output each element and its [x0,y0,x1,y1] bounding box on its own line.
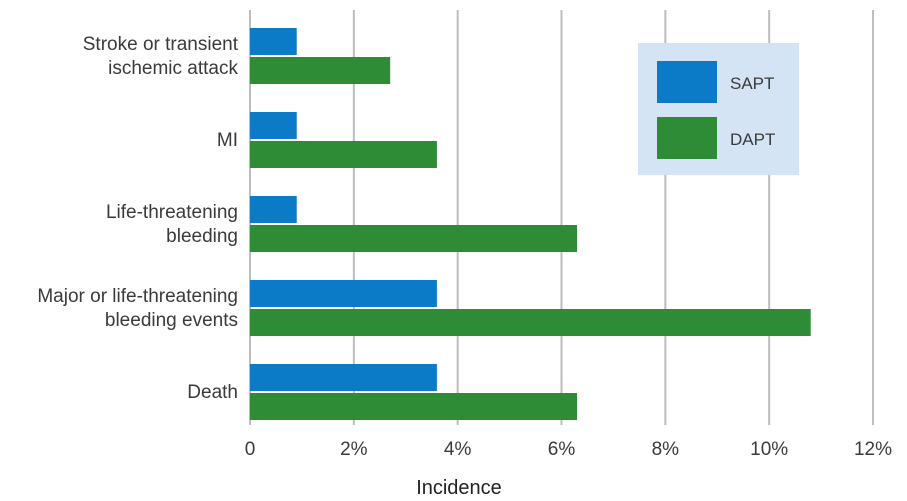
bar-dapt [250,393,578,420]
legend-swatch-sapt [657,61,717,103]
x-axis-title: Incidence [416,477,502,499]
category-label: MI [217,130,238,151]
bar-sapt [250,28,297,55]
category-labels: Stroke or transient ischemic attack MI Life… [37,34,238,403]
bars [250,28,811,420]
bar-dapt [250,141,437,168]
bar-sapt [250,364,437,391]
bar-dapt [250,309,811,336]
x-tick-label: 4% [444,439,472,460]
legend-swatch-dapt [657,117,717,159]
category-label: Life-threatening [106,202,238,223]
category-label: bleeding [166,226,238,247]
x-tick-label: 2% [340,439,368,460]
legend: SAPT DAPT [638,43,799,175]
x-tick-label: 0 [245,439,256,460]
bar-dapt [250,225,578,252]
category-label: Stroke or transient [83,34,239,55]
legend-label-sapt: SAPT [730,74,774,93]
bar-sapt [250,196,297,223]
legend-label-dapt: DAPT [730,130,775,149]
category-label: Death [187,382,238,403]
x-tick-label: 8% [652,439,680,460]
x-tick-label: 6% [548,439,576,460]
x-tick-label: 10% [750,439,788,460]
category-label: bleeding events [105,310,238,331]
x-tick-labels: 0 2% 4% 6% 8% 10% 12% [245,439,892,460]
bar-dapt [250,57,391,84]
bar-sapt [250,112,297,139]
bar-sapt [250,280,437,307]
category-label: Major or life-threatening [37,286,238,307]
x-tick-label: 12% [854,439,892,460]
category-label: ischemic attack [108,58,238,79]
